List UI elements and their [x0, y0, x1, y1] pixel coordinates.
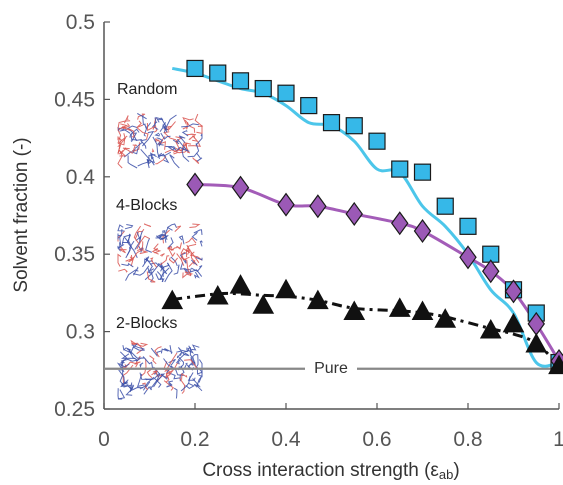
- x-tick-label: 0.8: [453, 428, 482, 451]
- data-point-diamond: [277, 192, 295, 217]
- pure-label: Pure: [314, 360, 348, 377]
- random-label: Random: [117, 81, 177, 98]
- data-point-triangle: [388, 297, 411, 317]
- y-tick-label: 0.35: [54, 243, 95, 266]
- y-axis-title: Solvent fraction (-): [11, 137, 32, 292]
- data-point-square: [345, 117, 363, 135]
- x-tick-label: 0: [98, 428, 110, 451]
- data-point-square: [322, 114, 341, 132]
- four-blocks-label: 4-Blocks: [116, 197, 177, 214]
- data-point-square: [391, 160, 409, 178]
- data-point-diamond: [482, 259, 500, 284]
- series-lines: [171, 66, 561, 368]
- four-blocks-structure-image: [117, 223, 204, 283]
- x-tick-label: 0.4: [271, 428, 301, 451]
- data-point-square: [459, 217, 477, 235]
- data-point-diamond: [345, 201, 363, 226]
- x-axis-title-close: ): [453, 460, 459, 481]
- x-axis-title-main: Cross interaction strength (: [202, 460, 431, 481]
- data-point-square: [209, 64, 227, 82]
- pure-label-background: [305, 358, 357, 376]
- x-tick-label: 0.2: [180, 428, 209, 451]
- data-point-triangle: [502, 312, 525, 333]
- data-point-diamond: [186, 172, 204, 197]
- data-point-triangle: [343, 300, 366, 320]
- data-point-triangle: [252, 294, 275, 314]
- y-tick-label: 0.25: [54, 398, 95, 421]
- data-point-triangle: [525, 332, 548, 353]
- data-point-triangle: [411, 300, 434, 320]
- data-point-square: [254, 79, 272, 98]
- data-point-triangle: [548, 354, 563, 375]
- data-point-triangle: [229, 274, 252, 294]
- two-blocks-label: 2-Blocks: [116, 315, 177, 332]
- data-point-square: [186, 59, 204, 78]
- data-point-square: [277, 84, 295, 102]
- data-point-triangle: [275, 278, 297, 299]
- data-point-diamond: [413, 218, 432, 244]
- data-point-triangle: [307, 289, 329, 310]
- data-point-diamond: [459, 245, 477, 270]
- data-point-triangle: [206, 284, 229, 305]
- random-structure-image: [117, 112, 204, 169]
- y-tick-label: 0.5: [66, 11, 95, 34]
- data-point-triangle: [161, 289, 184, 310]
- data-point-square: [231, 72, 250, 90]
- y-tick-label: 0.3: [66, 321, 95, 344]
- data-point-square: [413, 163, 432, 181]
- data-point-square: [300, 96, 318, 115]
- axis-ticks: [103, 21, 560, 410]
- x-axis-title-subscript: ab: [439, 467, 453, 482]
- tick-labels: 0 0.2 0.4 0.6 0.8 1 0.25 0.3 0.35 0.4 0.45 0.5: [54, 11, 563, 451]
- y-tick-label: 0.4: [66, 166, 96, 189]
- x-axis-title: Cross interaction strength (εab): [202, 460, 459, 482]
- data-point-diamond: [231, 175, 250, 200]
- series-line-3: [172, 291, 561, 367]
- y-tick-label: 0.45: [54, 88, 95, 111]
- data-point-square: [368, 132, 386, 150]
- data-point-triangle: [434, 308, 457, 328]
- series-line-2: [194, 183, 561, 362]
- data-point-diamond: [504, 279, 523, 304]
- data-point-diamond: [391, 211, 409, 236]
- x-tick-label: 0.6: [362, 428, 391, 451]
- x-tick-label: 1: [553, 428, 563, 451]
- data-point-diamond: [309, 194, 327, 219]
- data-point-triangle: [479, 319, 502, 339]
- two-blocks-structure-image: [116, 339, 203, 400]
- data-point-square: [436, 197, 454, 215]
- series-markers: [161, 59, 563, 375]
- x-axis-title-symbol: ε: [430, 460, 439, 481]
